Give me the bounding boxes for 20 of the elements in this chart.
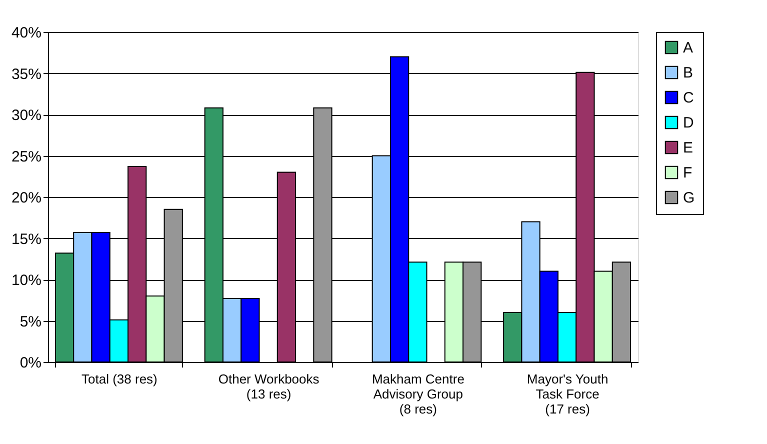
legend-label: D	[683, 114, 694, 132]
y-tick-label: 40%	[11, 24, 42, 42]
legend-label: F	[683, 164, 692, 182]
x-tick-label: Other Workbooks (13 res)	[218, 372, 320, 402]
y-tick-label: 30%	[11, 107, 42, 124]
y-tick-label: 10%	[11, 272, 42, 289]
x-tick-label: Makham Centre Advisory Group (8 res)	[372, 372, 464, 416]
y-tick-label: 35%	[11, 66, 42, 83]
x-tick-label: Mayor's Youth Task Force (17 res)	[526, 372, 608, 416]
y-tick-label: 0%	[20, 354, 42, 372]
legend-label: A	[683, 40, 694, 56]
y-tick-label: 15%	[11, 230, 42, 248]
y-tick-label: 25%	[11, 148, 42, 166]
legend-label: C	[683, 90, 694, 106]
legend-label: G	[683, 190, 695, 206]
y-tick-label: 5%	[20, 313, 42, 330]
x-tick-label: Total (38 res)	[82, 372, 158, 386]
legend-label: E	[683, 140, 694, 156]
y-tick-label: 20%	[11, 190, 42, 206]
legend-label: B	[683, 64, 694, 82]
